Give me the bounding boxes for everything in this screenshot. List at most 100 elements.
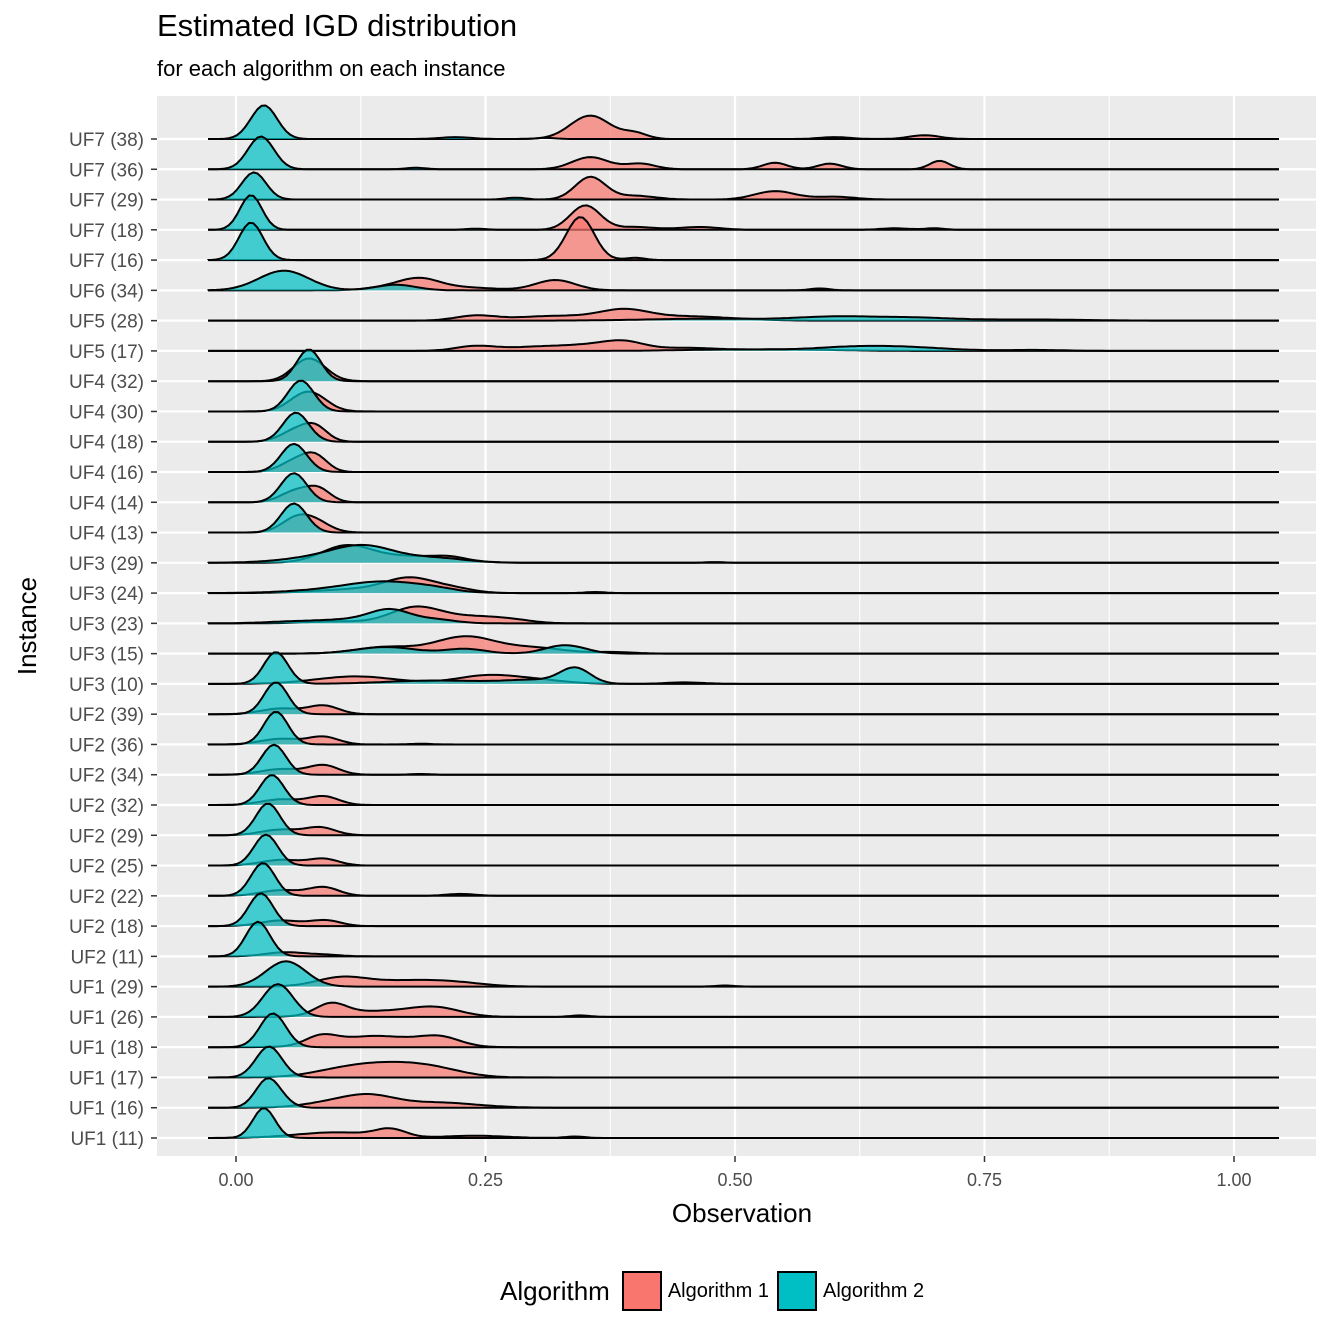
y-tick-label: UF7 (36) bbox=[69, 160, 144, 181]
density-outline-2 bbox=[208, 644, 1279, 655]
y-tick-label: UF5 (28) bbox=[69, 312, 144, 333]
ridge-uf1-29 bbox=[208, 960, 1279, 988]
ridge-uf2-39 bbox=[208, 681, 1279, 716]
y-tick-label: UF2 (18) bbox=[69, 917, 144, 938]
density-area-1 bbox=[208, 1034, 1279, 1048]
y-tick-label: UF7 (18) bbox=[69, 221, 144, 242]
y-tick-label: UF2 (11) bbox=[70, 947, 144, 968]
density-area-2 bbox=[208, 503, 1279, 533]
x-tick-label: 1.00 bbox=[1216, 1170, 1251, 1190]
x-tick-label: 0.75 bbox=[967, 1170, 1002, 1190]
y-tick-label: UF2 (32) bbox=[69, 796, 144, 817]
y-tick-label: UF1 (29) bbox=[69, 978, 144, 999]
ridge-uf3-10 bbox=[208, 651, 1279, 685]
density-outline-2 bbox=[208, 743, 1279, 776]
y-tick-label: UF2 (29) bbox=[69, 826, 144, 847]
ridge-uf2-34 bbox=[208, 743, 1279, 776]
density-area-1 bbox=[208, 1061, 1279, 1078]
ridge-uf4-32 bbox=[208, 348, 1279, 383]
density-outline-2 bbox=[208, 502, 1279, 534]
density-outline-2 bbox=[208, 774, 1279, 806]
y-tick-label: UF2 (25) bbox=[69, 857, 144, 878]
y-tick-label: UF4 (13) bbox=[69, 524, 144, 545]
ridge-uf2-11 bbox=[208, 920, 1279, 958]
ridge-uf3-29 bbox=[207, 543, 1279, 564]
density-outline-2 bbox=[208, 983, 1279, 1018]
y-axis-title: Instance bbox=[12, 577, 42, 675]
y-tick-label: UF3 (24) bbox=[69, 584, 144, 605]
x-tick-label: 0.00 bbox=[218, 1170, 253, 1190]
density-area-2 bbox=[208, 270, 1279, 291]
chart-subtitle: for each algorithm on each instance bbox=[157, 56, 506, 81]
density-outline-2 bbox=[208, 1012, 1279, 1049]
density-outline-2 bbox=[208, 135, 1279, 171]
ridge-uf2-25 bbox=[208, 833, 1279, 867]
legend-key-algorithm-1 bbox=[621, 1271, 662, 1311]
density-area-1 bbox=[208, 606, 1279, 624]
ridge-uf7-38 bbox=[208, 104, 1279, 140]
ridge-uf2-29 bbox=[208, 802, 1279, 837]
legend-key-algorithm-2 bbox=[776, 1271, 817, 1311]
density-outline-2 bbox=[208, 194, 1279, 231]
ridge-uf4-13 bbox=[208, 502, 1279, 534]
density-outline-2 bbox=[208, 1107, 1279, 1139]
ridge-uf1-18 bbox=[208, 1012, 1279, 1049]
density-area-2 bbox=[208, 645, 1279, 654]
ridge-uf3-23 bbox=[207, 605, 1279, 625]
ridge-uf6-34 bbox=[207, 269, 1279, 292]
ridge-uf4-14 bbox=[208, 472, 1279, 504]
chart-title: Estimated IGD distribution bbox=[157, 8, 518, 43]
ridge-uf2-36 bbox=[207, 711, 1279, 746]
density-outline-2 bbox=[208, 379, 1279, 413]
density-outline-2 bbox=[208, 833, 1279, 867]
y-tick-label: UF4 (30) bbox=[69, 402, 144, 423]
x-axis-title: Observation bbox=[672, 1198, 812, 1228]
y-tick-label: UF2 (36) bbox=[69, 735, 144, 756]
ridge-uf3-24 bbox=[207, 576, 1279, 595]
density-area-2 bbox=[208, 581, 1279, 594]
y-tick-label: UF4 (18) bbox=[69, 433, 144, 454]
density-outline-2 bbox=[208, 344, 1279, 352]
y-tick-label: UF1 (16) bbox=[69, 1099, 144, 1120]
ridge-uf3-15 bbox=[208, 635, 1279, 655]
y-tick-label: UF1 (18) bbox=[69, 1038, 144, 1059]
density-outline-2 bbox=[207, 269, 1279, 292]
density-area-1 bbox=[208, 308, 1279, 321]
density-area-2 bbox=[208, 349, 1279, 382]
legend: Algorithm Algorithm 1 Algorithm 2 bbox=[500, 1268, 932, 1314]
density-area-2 bbox=[208, 544, 1279, 563]
ridge-uf4-18 bbox=[208, 411, 1279, 443]
plot-panel bbox=[157, 96, 1316, 1156]
y-tick-label: UF7 (16) bbox=[69, 251, 144, 272]
ridge-uf1-17 bbox=[208, 1045, 1279, 1079]
density-outline-2 bbox=[208, 171, 1279, 201]
density-outline-2 bbox=[207, 221, 1279, 262]
ridge-uf4-16 bbox=[208, 442, 1279, 473]
axes: 0.00 0.25 0.50 0.75 1.00 UF1 (11) UF1 (16) UF1 … bbox=[69, 130, 1251, 1190]
ridge-uf5-28 bbox=[208, 307, 1279, 322]
density-outline-2 bbox=[207, 580, 1279, 595]
y-tick-label: UF2 (22) bbox=[69, 887, 144, 908]
x-tick-label: 0.25 bbox=[468, 1170, 503, 1190]
density-outline-2 bbox=[208, 651, 1279, 685]
ridge-uf7-18 bbox=[208, 194, 1279, 231]
y-tick-label: UF3 (10) bbox=[69, 675, 144, 696]
y-tick-label: UF6 (34) bbox=[69, 281, 144, 302]
ridge-uf7-29 bbox=[208, 171, 1279, 201]
ridge-uf1-16 bbox=[208, 1077, 1279, 1109]
density-outline-2 bbox=[208, 920, 1279, 958]
y-tick-label: UF3 (23) bbox=[69, 614, 144, 635]
density-outline-2 bbox=[208, 681, 1279, 716]
density-outline-2 bbox=[207, 607, 1279, 625]
ridge-uf1-26 bbox=[208, 983, 1279, 1018]
ridge-uf7-16 bbox=[207, 216, 1279, 262]
density-outline-2 bbox=[208, 711, 1279, 746]
density-outline-2 bbox=[208, 348, 1279, 383]
density-outline-2 bbox=[208, 472, 1279, 504]
density-outline-2 bbox=[208, 892, 1279, 928]
density-area-2 bbox=[208, 473, 1279, 503]
density-outline-2 bbox=[208, 442, 1279, 473]
x-tick-label: 0.50 bbox=[717, 1170, 752, 1190]
y-tick-label: UF4 (16) bbox=[69, 463, 144, 484]
density-outline-2 bbox=[207, 543, 1279, 564]
